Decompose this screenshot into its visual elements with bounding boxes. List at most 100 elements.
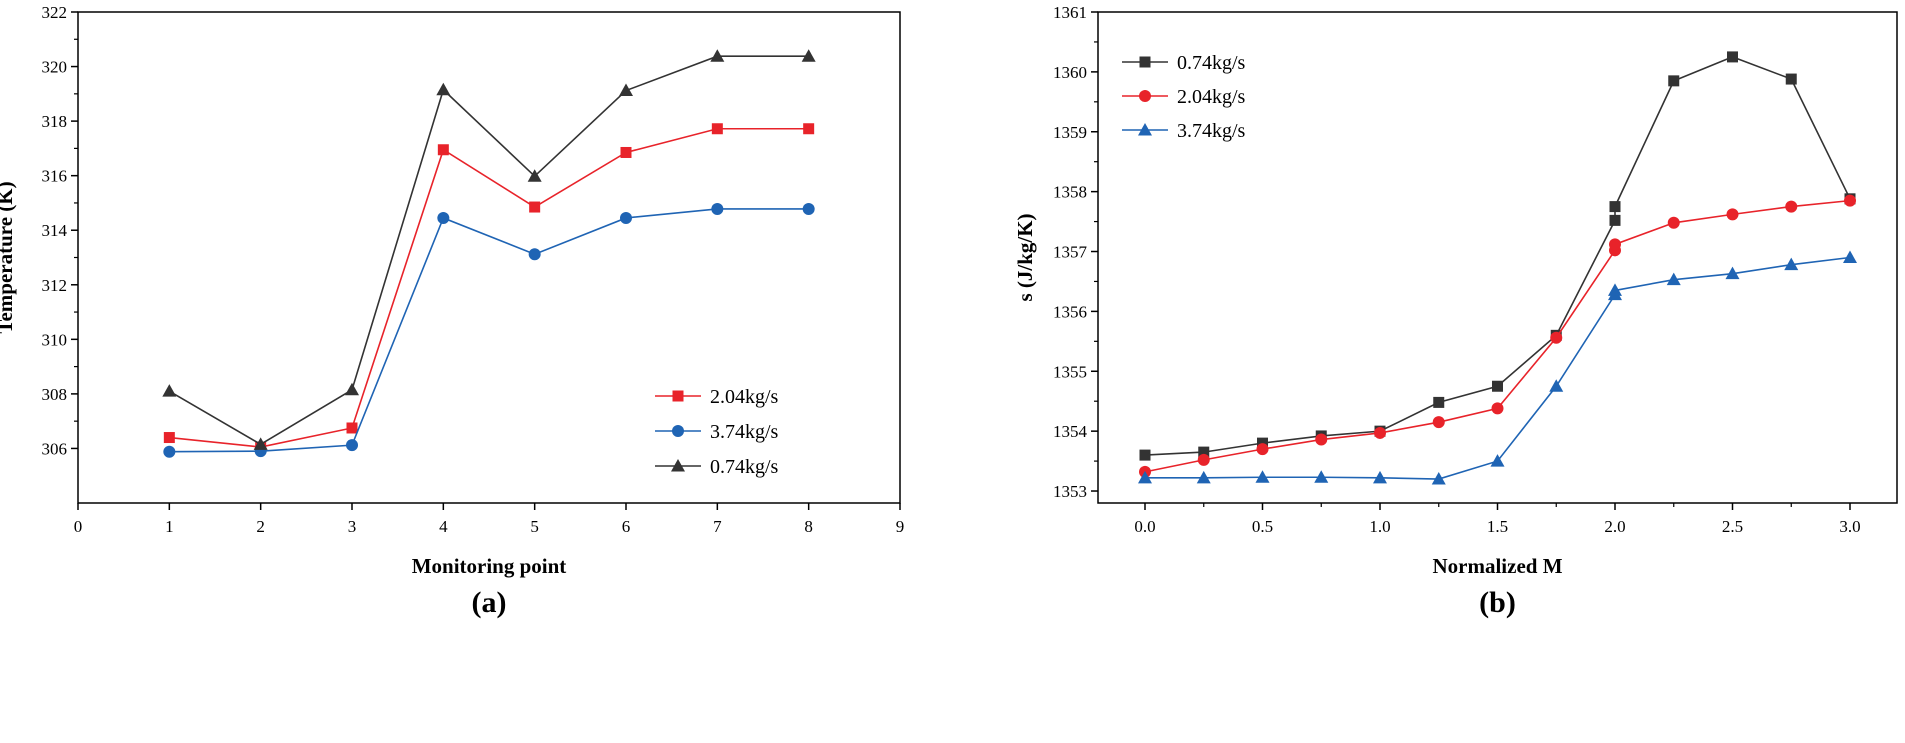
series-2.04kg/s [163, 123, 815, 453]
series-line [169, 127, 809, 448]
data-point [1668, 75, 1680, 87]
y-tick-label: 1357 [1053, 243, 1088, 262]
data-point [1490, 454, 1505, 467]
x-tick-label: 8 [804, 517, 813, 536]
data-point [711, 202, 724, 215]
panel-a-temperature-chart: 0 1 2 3 4 5 6 7 8 9 306 308 310 312 314 316 318 320 322 Mon… [0, 3, 904, 619]
data-point [802, 202, 815, 215]
data-point [346, 439, 358, 452]
data-point [710, 49, 725, 62]
data-point [436, 82, 451, 96]
panel-label: (a) [472, 586, 507, 619]
legend-label: 3.74kg/s [1177, 120, 1246, 142]
series-0.74kg/s [1139, 51, 1856, 461]
y-tick-label: 308 [42, 385, 68, 404]
legend-marker [672, 390, 684, 402]
data-point [1609, 201, 1621, 213]
data-point [1609, 214, 1621, 226]
panel-b-entropy-chart: 0.0 0.5 1.0 1.5 2.0 2.5 3.0 1353 1354 1355 1356 135… [1013, 3, 1898, 619]
data-point [1666, 272, 1681, 286]
data-point [1725, 266, 1740, 280]
legend: 2.04kg/s 3.74kg/s 0.74kg/s [655, 386, 779, 478]
data-point [1784, 257, 1799, 271]
data-point [711, 123, 723, 135]
y-tick-label: 1355 [1053, 362, 1087, 381]
legend-label: 2.04kg/s [1177, 86, 1246, 108]
data-point [1491, 402, 1504, 415]
data-point [1255, 470, 1270, 483]
data-point [1844, 194, 1856, 207]
legend-label: 3.74kg/s [710, 421, 779, 443]
x-axis-title: Normalized M [1432, 554, 1562, 578]
y-tick-label: 322 [42, 3, 68, 22]
x-tick-label: 7 [713, 517, 722, 536]
x-tick-label: 0.5 [1252, 517, 1273, 536]
x-tick-label: 3.0 [1839, 517, 1860, 536]
data-point [1138, 470, 1152, 484]
data-point [527, 169, 542, 182]
y-tick-label: 1359 [1053, 123, 1087, 142]
data-point [346, 422, 358, 434]
x-tick-label: 2.0 [1604, 517, 1625, 536]
data-point [1315, 433, 1328, 446]
legend-label: 0.74kg/s [1177, 52, 1246, 74]
y-tick-label: 1361 [1053, 3, 1087, 22]
data-point [1727, 51, 1738, 63]
y-axis-title: s (J/kg/K) [1013, 213, 1037, 301]
data-point [1843, 250, 1857, 263]
legend: 0.74kg/s 2.04kg/s 3.74kg/s [1122, 52, 1246, 142]
legend-marker [671, 459, 685, 472]
data-point [1433, 396, 1445, 408]
data-point [253, 437, 268, 450]
data-point [1726, 208, 1739, 221]
x-tick-label: 4 [439, 517, 448, 536]
legend-marker [1139, 56, 1151, 68]
data-point [1609, 238, 1621, 251]
y-tick-label: 1356 [1053, 302, 1087, 321]
data-point [437, 144, 449, 156]
x-tick-label: 5 [530, 517, 539, 536]
data-point [163, 445, 176, 458]
data-point [1431, 472, 1446, 485]
legend-marker [1139, 90, 1151, 102]
series-line [168, 55, 809, 446]
series-3.74kg/s [163, 202, 815, 458]
legend-marker [1138, 123, 1152, 136]
y-tick-label: 1358 [1053, 183, 1087, 202]
data-point [803, 123, 815, 135]
data-point [620, 211, 632, 224]
x-tick-label: 3 [348, 517, 357, 536]
data-point [1198, 446, 1210, 458]
x-tick-label: 9 [896, 517, 905, 536]
legend-marker [672, 425, 684, 437]
y-tick-label: 310 [42, 330, 68, 349]
data-point [1492, 380, 1503, 392]
data-point [163, 432, 175, 444]
data-point [528, 248, 541, 261]
data-point [345, 382, 359, 396]
data-point [1314, 470, 1329, 483]
data-point [1256, 443, 1269, 456]
data-point [1549, 379, 1564, 392]
series-2.04kg/s [1139, 194, 1856, 478]
series-line [1145, 256, 1851, 480]
data-point [1432, 416, 1445, 429]
x-tick-label: 1 [165, 517, 174, 536]
series-line [1144, 199, 1851, 473]
y-tick-label: 1360 [1053, 63, 1087, 82]
data-point [1785, 73, 1797, 85]
x-tick-label: 0.0 [1134, 517, 1155, 536]
data-point [801, 49, 816, 62]
data-point [1196, 470, 1211, 484]
series-line [169, 208, 809, 453]
data-point [437, 211, 450, 224]
x-tick-label: 2 [256, 517, 265, 536]
data-point [1373, 470, 1387, 484]
series-0.74kg/s [162, 49, 816, 450]
y-axis-title: Temperature (K) [0, 181, 17, 333]
x-axis-title: Monitoring point [412, 554, 567, 578]
legend-label: 0.74kg/s [710, 456, 779, 478]
data-point [1197, 453, 1210, 466]
series-line [1144, 56, 1851, 456]
